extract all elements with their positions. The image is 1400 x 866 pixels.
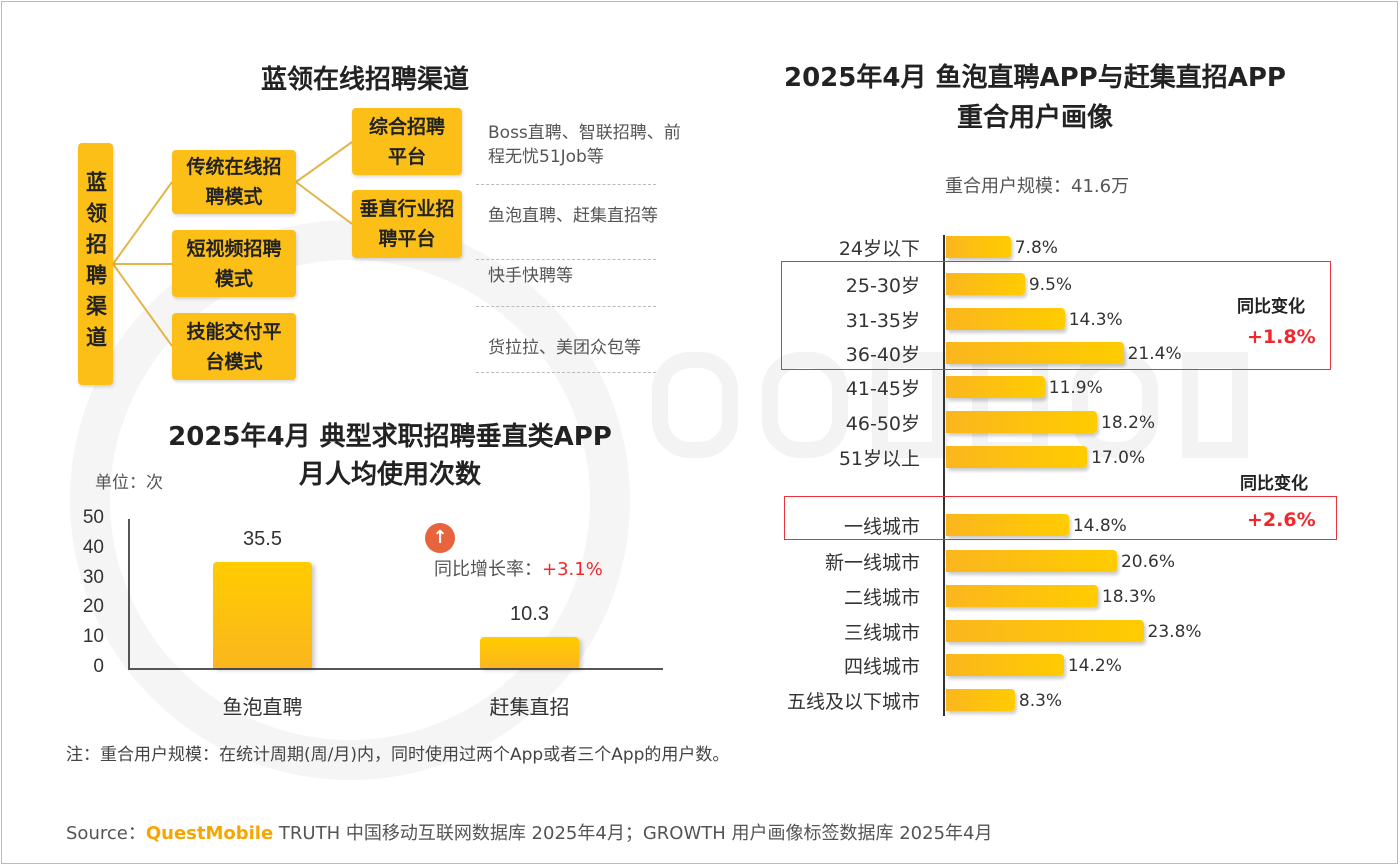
bar [946,446,1088,468]
title-line: 重合用户画像 [956,103,1113,133]
y-tick-label: 0 [93,656,104,677]
example-text: 货拉拉、美团众包等 [488,338,641,358]
category-label: 25-30岁 [845,275,920,297]
change-label: 同比变化 [1240,474,1308,494]
data-label: 11.9% [1048,378,1103,398]
bar [946,236,1011,258]
y-tick-label: 10 [82,626,104,648]
growth-value: +3.1% [542,559,603,580]
data-label: 14.8% [1072,516,1127,536]
category-label: 五线及以下城市 [786,691,920,713]
bar [946,689,1015,711]
platform-node: 综合招聘平台 [352,108,462,175]
bar [946,620,1144,642]
data-label: 9.5% [1028,275,1073,295]
x-tick-label: 赶集直招 [489,695,570,719]
highlight-box [784,496,1337,540]
data-label: 14.2% [1067,656,1122,676]
category-label: 四线城市 [843,656,920,678]
data-label: 7.8% [1014,238,1058,258]
divider [476,184,656,185]
divider [476,259,656,260]
bar [946,273,1025,295]
data-label: 14.3% [1068,310,1123,330]
title-line: 2025年4月 鱼泡直聘APP与赶集直招APP [784,63,1286,93]
y-tick-label: 30 [82,566,104,588]
highlight-box [781,261,1331,370]
category-label: 三线城市 [843,622,920,644]
change-label: 同比变化 [1237,297,1305,317]
category-label: 41-45岁 [845,378,920,400]
bar [946,654,1064,676]
category-label: 36-40岁 [845,344,920,366]
bar-chart-title: 2025年4月 典型求职招聘垂直类APP 月人均使用次数 [100,418,680,494]
y-tick-label: 50 [82,507,104,528]
data-label: 10.3 [510,603,549,626]
divider [476,372,656,373]
change-value: +1.8% [1247,326,1316,348]
data-label: 18.2% [1101,413,1156,433]
unit-label: 单位：次 [95,473,163,493]
category-label: 31-35岁 [845,310,920,332]
bar [213,562,312,668]
subtitle: 重合用户规模：41.6万 [945,176,1130,197]
y-axis [128,519,130,669]
mode-node: 传统在线招聘模式 [172,150,296,214]
source-line: Source：QuestMobile TRUTH 中国移动互联网数据库 2025… [66,819,992,845]
data-label: 20.6% [1120,552,1175,572]
arrow-up-icon: ↑ [425,523,455,553]
category-label: 24岁以下 [838,238,920,260]
example-text: Boss直聘、智联招聘、前程无忧51Job等 [488,123,681,167]
data-label: 35.5 [243,528,282,551]
divider [476,306,656,307]
source-prefix: Source： [66,823,146,844]
growth-label: 同比增长率： [434,559,542,580]
data-label: 23.8% [1147,622,1202,642]
data-label: 21.4% [1127,344,1182,364]
bar [946,514,1069,536]
platform-node: 垂直行业招聘平台 [352,190,462,258]
x-tick-label: 鱼泡直聘 [222,695,303,719]
root-node: 蓝领招聘渠道 [78,143,113,385]
brand-name: QuestMobile [145,823,274,844]
category-label: 一线城市 [843,516,920,538]
change-value: +2.6% [1247,509,1316,531]
y-tick-label: 40 [82,536,104,558]
category-label: 二线城市 [843,587,920,609]
title-line: 2025年4月 典型求职招聘垂直类APP [168,422,612,452]
mode-node: 短视频招聘模式 [172,230,296,297]
example-text: 鱼泡直聘、赶集直招等 [488,206,658,226]
footnote: 注：重合用户规模：在统计周期(周/月)内，同时使用过两个App或者三个App的用… [66,745,730,765]
data-label: 18.3% [1101,587,1156,607]
bar [946,376,1045,398]
bar [946,585,1098,607]
bar [480,637,579,668]
mode-node: 技能交付平台模式 [172,313,296,380]
title-line: 月人均使用次数 [298,460,481,490]
bar [946,550,1117,572]
category-label: 新一线城市 [824,552,920,574]
bar [946,411,1098,433]
profile-chart-title: 2025年4月 鱼泡直聘APP与赶集直招APP 重合用户画像 [730,58,1340,138]
bar [946,308,1065,330]
bar [946,342,1124,364]
diagram-title: 蓝领在线招聘渠道 [260,65,469,95]
axis-line [943,235,945,716]
source-text: TRUTH 中国移动互联网数据库 2025年4月；GROWTH 用户画像标签数据… [273,823,993,844]
example-text: 快手快聘等 [488,266,573,286]
data-label: 17.0% [1091,448,1146,468]
x-axis [128,668,663,670]
growth-annotation: 同比增长率：+3.1% [434,555,603,581]
category-label: 46-50岁 [845,413,920,435]
data-label: 8.3% [1018,691,1063,711]
y-tick-label: 20 [82,596,104,618]
diagram-connectors [112,141,353,347]
category-label: 51岁以上 [838,448,920,470]
